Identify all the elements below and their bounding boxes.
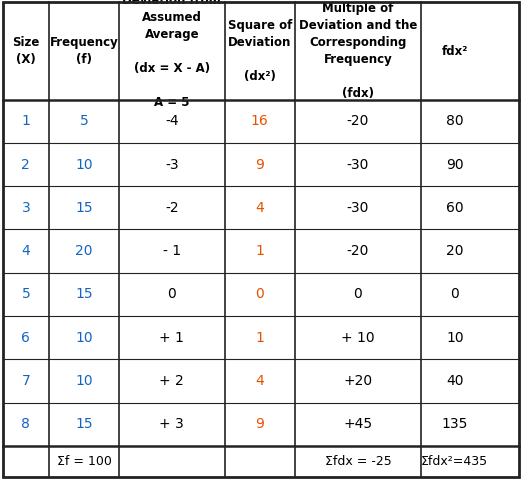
Text: 80: 80 <box>446 114 464 128</box>
Text: -30: -30 <box>347 158 369 171</box>
Text: 15: 15 <box>75 201 93 215</box>
Text: 1: 1 <box>21 114 30 128</box>
Text: Multiple of
Deviation and the
Corresponding
Frequency

(fdx): Multiple of Deviation and the Correspond… <box>299 2 417 100</box>
Text: +20: +20 <box>343 374 373 388</box>
Text: fdx²: fdx² <box>442 45 468 57</box>
Text: - 1: - 1 <box>163 244 181 258</box>
Text: 5: 5 <box>21 287 30 301</box>
Text: 9: 9 <box>255 158 264 171</box>
Text: Deviation from
Assumed
Average

(dx = X - A)

A = 5: Deviation from Assumed Average (dx = X -… <box>123 0 221 109</box>
Text: 6: 6 <box>21 331 30 344</box>
Text: 8: 8 <box>21 417 30 431</box>
Text: Size
(X): Size (X) <box>12 36 40 66</box>
Text: 10: 10 <box>75 158 93 171</box>
Text: 0: 0 <box>168 287 176 301</box>
Text: 20: 20 <box>446 244 464 258</box>
Text: 3: 3 <box>21 201 30 215</box>
Text: 4: 4 <box>21 244 30 258</box>
Text: 90: 90 <box>446 158 464 171</box>
Text: 0: 0 <box>353 287 362 301</box>
Text: +45: +45 <box>343 417 373 431</box>
Text: + 3: + 3 <box>160 417 184 431</box>
Text: + 2: + 2 <box>160 374 184 388</box>
Text: 4: 4 <box>255 201 264 215</box>
Text: 4: 4 <box>255 374 264 388</box>
Text: 40: 40 <box>446 374 464 388</box>
Text: + 10: + 10 <box>341 331 375 344</box>
Text: Frequency
(f): Frequency (f) <box>50 36 118 66</box>
Text: 1: 1 <box>255 331 264 344</box>
Text: 9: 9 <box>255 417 264 431</box>
Text: 15: 15 <box>75 417 93 431</box>
Text: Square of
Deviation

(dx²): Square of Deviation (dx²) <box>228 19 292 83</box>
Text: 1: 1 <box>255 244 264 258</box>
Text: 10: 10 <box>75 331 93 344</box>
Text: 10: 10 <box>75 374 93 388</box>
Text: 7: 7 <box>21 374 30 388</box>
Text: 0: 0 <box>450 287 459 301</box>
Text: -2: -2 <box>165 201 179 215</box>
Text: 10: 10 <box>446 331 464 344</box>
Text: 16: 16 <box>251 114 269 128</box>
Text: + 1: + 1 <box>159 331 184 344</box>
Text: 135: 135 <box>442 417 468 431</box>
Text: -30: -30 <box>347 201 369 215</box>
Text: 0: 0 <box>255 287 264 301</box>
Text: 20: 20 <box>75 244 93 258</box>
Text: -3: -3 <box>165 158 179 171</box>
Text: -20: -20 <box>347 114 369 128</box>
Text: -20: -20 <box>347 244 369 258</box>
Text: 5: 5 <box>80 114 88 128</box>
Text: Σfdx²=435: Σfdx²=435 <box>421 455 489 468</box>
Text: Σf = 100: Σf = 100 <box>56 455 111 468</box>
Text: -4: -4 <box>165 114 179 128</box>
Text: 15: 15 <box>75 287 93 301</box>
Text: 60: 60 <box>446 201 464 215</box>
Text: 2: 2 <box>21 158 30 171</box>
Text: Σfdx = -25: Σfdx = -25 <box>325 455 392 468</box>
